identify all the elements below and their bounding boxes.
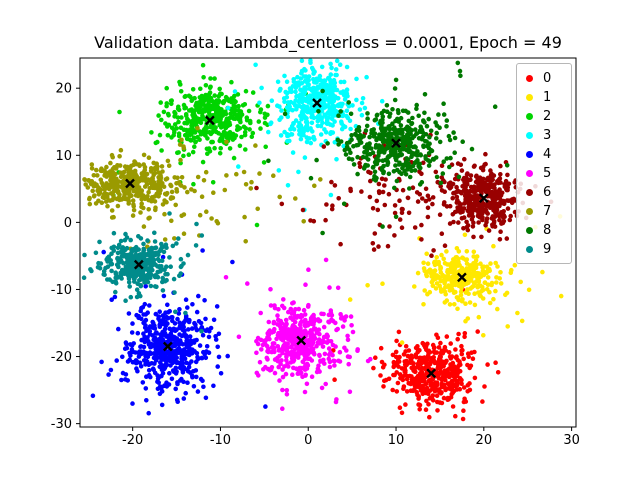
x-tick-label: -10 xyxy=(210,433,231,448)
legend-label: 6 xyxy=(543,185,552,200)
legend-marker-icon xyxy=(526,75,533,82)
y-tick-label: -10 xyxy=(51,283,72,298)
legend-marker-icon xyxy=(526,246,533,253)
x-tick-label: 30 xyxy=(563,433,580,448)
scatter-series-4 xyxy=(90,248,272,416)
legend-label: 8 xyxy=(543,223,552,238)
axes-spines xyxy=(79,57,577,428)
scatter-series-0 xyxy=(331,287,501,422)
y-tick-label: 0 xyxy=(64,216,72,231)
legend-marker-icon xyxy=(526,151,533,158)
legend-item: 8 xyxy=(517,221,571,240)
legend-item: 6 xyxy=(517,183,571,202)
legend-marker-icon xyxy=(526,227,533,234)
legend-label: 7 xyxy=(543,204,552,219)
scatter-series-1 xyxy=(347,214,564,345)
y-tick-label: 10 xyxy=(55,149,72,164)
y-tick-label: -20 xyxy=(51,350,72,365)
scatter-series-3 xyxy=(225,58,385,213)
x-tick-label: 10 xyxy=(388,433,405,448)
legend-label: 1 xyxy=(543,90,552,105)
x-tick-label: -20 xyxy=(122,433,143,448)
legend-marker-icon xyxy=(526,132,533,139)
legend-item: 9 xyxy=(517,240,571,259)
legend-item: 0 xyxy=(517,69,571,88)
legend-label: 4 xyxy=(543,147,552,162)
y-tick-label: 20 xyxy=(55,82,72,97)
legend-label: 5 xyxy=(543,166,552,181)
legend: 0 1 2 3 4 5 6 7 8 9 xyxy=(516,63,572,264)
legend-label: 2 xyxy=(543,109,552,124)
cluster-center-markers xyxy=(125,98,489,379)
legend-item: 3 xyxy=(517,126,571,145)
legend-item: 1 xyxy=(517,88,571,107)
legend-item: 2 xyxy=(517,107,571,126)
legend-label: 0 xyxy=(543,71,552,86)
y-tick-label: -30 xyxy=(51,417,72,432)
legend-item: 5 xyxy=(517,164,571,183)
chart-title: Validation data. Lambda_centerloss = 0.0… xyxy=(94,33,562,52)
legend-item: 7 xyxy=(517,202,571,221)
scatter-series-9 xyxy=(81,211,205,334)
legend-label: 3 xyxy=(543,128,552,143)
legend-marker-icon xyxy=(526,94,533,101)
legend-label: 9 xyxy=(543,242,552,257)
legend-marker-icon xyxy=(526,170,533,177)
x-tick-label: 0 xyxy=(304,433,312,448)
legend-marker-icon xyxy=(526,208,533,215)
scatter-series-8 xyxy=(266,60,510,236)
x-tick-label: 20 xyxy=(476,433,493,448)
legend-marker-icon xyxy=(526,113,533,120)
legend-marker-icon xyxy=(526,189,533,196)
scatter-series-5 xyxy=(223,257,373,411)
legend-item: 4 xyxy=(517,145,571,164)
scatter-series-6 xyxy=(254,131,554,258)
scatter-series-7 xyxy=(82,125,323,252)
